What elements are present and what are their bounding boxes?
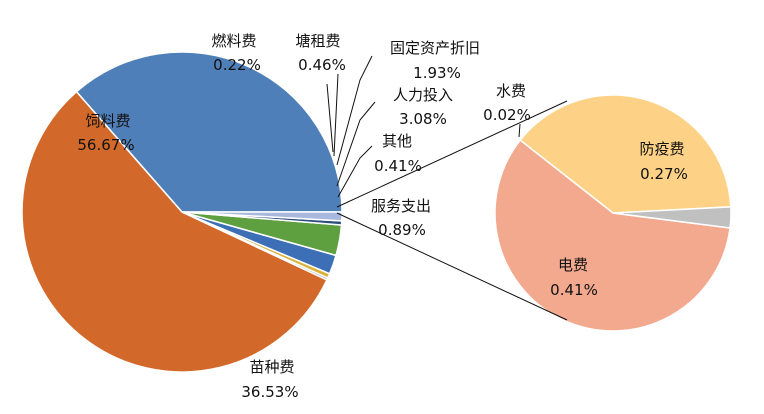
main-label-苗种费-name: 苗种费	[249, 358, 294, 376]
main-slice-1	[21, 90, 328, 373]
main-label-其他-name: 其他	[382, 132, 412, 150]
leader-固定资产折旧	[336, 55, 373, 166]
main-label-饲料费-name: 饲料费	[85, 112, 130, 130]
leader-人力投入	[336, 101, 376, 187]
main-slice-7	[181, 211, 343, 222]
main-label-苗种费-value: 36.53%	[241, 383, 298, 401]
slice-labels: 饲料费 56.67% 苗种费 36.53% 燃料费 0.22% 塘租费 0.46% 固定资产折旧…	[77, 32, 687, 401]
leader-燃料费	[326, 83, 334, 153]
connector-line-bottom	[336, 212, 568, 321]
sub-label-电费-value: 0.41%	[550, 281, 598, 299]
secondary-pie	[494, 94, 732, 332]
sub-slice-0	[519, 94, 732, 214]
leader-lines	[326, 55, 521, 198]
main-label-其他-value: 0.41%	[374, 157, 422, 175]
sub-label-水费-value: 0.02%	[483, 106, 531, 124]
main-label-服务支出-value: 0.89%	[378, 221, 426, 239]
main-label-塘租费-value: 0.46%	[298, 56, 346, 74]
main-label-饲料费-value: 56.67%	[77, 136, 134, 154]
main-label-燃料费-name: 燃料费	[211, 32, 256, 50]
main-label-人力投入-value: 3.08%	[399, 110, 447, 128]
main-label-人力投入-name: 人力投入	[393, 86, 453, 104]
main-label-服务支出-name: 服务支出	[371, 197, 431, 215]
main-slice-0	[75, 51, 343, 213]
main-label-燃料费-value: 0.22%	[213, 56, 261, 74]
sub-slice-2	[612, 206, 732, 229]
leader-塘租费	[333, 73, 339, 157]
sub-label-水费-name: 水费	[496, 82, 526, 100]
sub-label-防疫费-name: 防疫费	[639, 140, 684, 158]
connector-line-top	[336, 100, 568, 208]
main-pie	[21, 51, 343, 373]
leader-其他	[337, 145, 373, 198]
leader-水费	[518, 123, 521, 138]
main-label-固定资产折旧-value: 1.93%	[413, 64, 461, 82]
main-label-塘租费-name: 塘租费	[295, 32, 340, 50]
pie-connector-lines	[336, 100, 568, 321]
main-label-固定资产折旧-name: 固定资产折旧	[390, 39, 480, 57]
sub-slice-1	[494, 139, 731, 332]
sub-label-防疫费-value: 0.27%	[640, 165, 688, 183]
sub-label-电费-name: 电费	[558, 256, 588, 274]
